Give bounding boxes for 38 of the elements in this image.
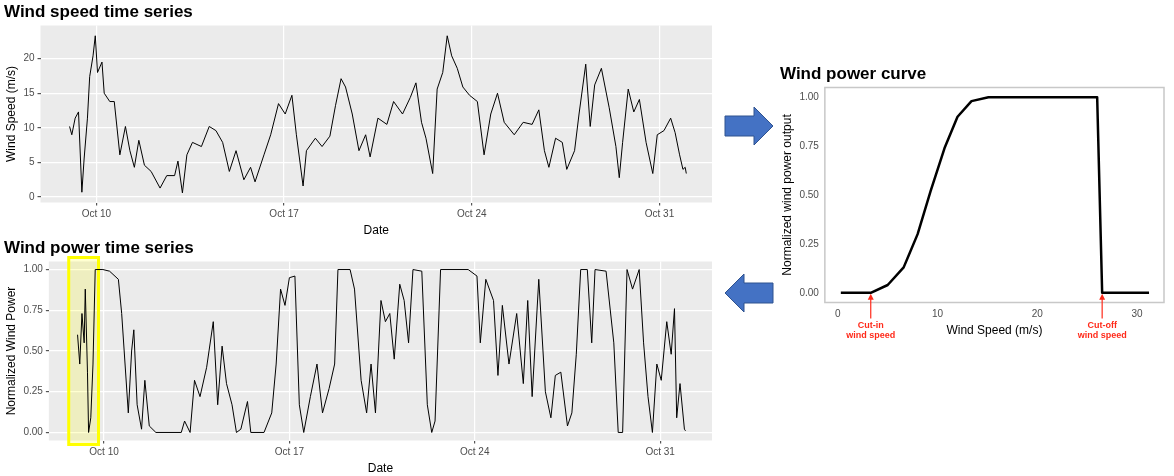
y-tick-label: 5 <box>28 156 35 168</box>
y-tick-label: 0.25 <box>799 237 820 249</box>
y-tick-label: 20 <box>23 52 35 64</box>
x-axis-title: Wind Speed (m/s) <box>946 323 1043 338</box>
x-tick-label: Oct 31 <box>645 446 676 458</box>
annotation: Cut-in wind speed <box>845 319 896 340</box>
x-tick-label: Oct 10 <box>89 446 120 458</box>
y-tick-label: 1.00 <box>799 90 820 102</box>
y-axis-title: Normalized wind power output <box>779 113 794 276</box>
annotation: Cut-off wind speed <box>1076 319 1127 340</box>
x-axis-title: Date <box>367 461 394 476</box>
y-tick-label: 0.00 <box>23 426 44 438</box>
x-tick-label: Oct 24 <box>460 446 490 458</box>
x-tick-label: 30 <box>1131 308 1144 320</box>
x-tick-label: Oct 17 <box>274 446 305 458</box>
x-tick-label: Oct 31 <box>644 208 675 220</box>
x-tick-label: 20 <box>1031 308 1044 320</box>
chart-title: Wind speed time series <box>4 1 193 21</box>
y-tick-label: 1.00 <box>23 263 44 275</box>
x-tick-label: 10 <box>932 308 944 320</box>
y-tick-label: 0.25 <box>23 385 44 397</box>
x-tick-label: 0 <box>835 308 842 320</box>
chart-title: Wind power time series <box>4 237 194 257</box>
x-tick-label: Oct 17 <box>269 208 300 220</box>
y-axis-title: Normalized Wind Power <box>3 286 18 416</box>
y-tick-label: 0.00 <box>799 286 820 298</box>
y-tick-label: 15 <box>23 86 35 98</box>
y-tick-label: 0.75 <box>799 139 820 151</box>
x-tick-label: Oct 10 <box>81 208 112 220</box>
y-tick-label: 0.50 <box>799 188 820 200</box>
y-tick-label: 0.50 <box>23 344 44 356</box>
x-tick-label: Oct 24 <box>457 208 487 220</box>
y-tick-label: 10 <box>23 121 35 133</box>
x-axis-title: Date <box>363 223 390 238</box>
y-tick-label: 0 <box>28 190 35 202</box>
y-tick-label: 0.75 <box>23 304 44 316</box>
y-axis-title: Wind Speed (m/s) <box>3 65 18 163</box>
chart-title: Wind power curve <box>780 63 927 83</box>
